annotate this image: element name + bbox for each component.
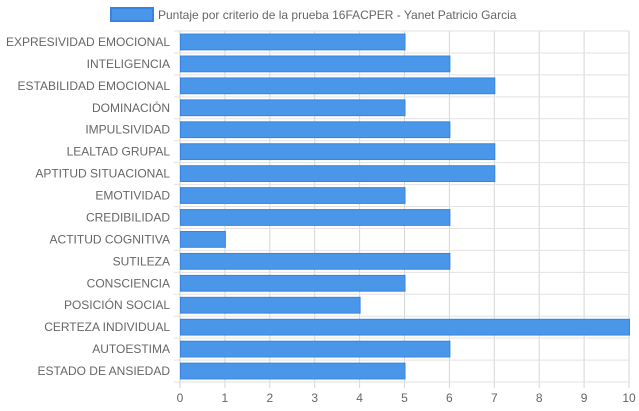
x-tick-label: 5 bbox=[401, 391, 408, 405]
category-label: LEALTAD GRUPAL bbox=[67, 145, 171, 159]
bar[interactable] bbox=[180, 33, 406, 51]
category-label: INTELIGENCIA bbox=[87, 57, 170, 71]
bar[interactable] bbox=[180, 165, 496, 182]
x-tick-label: 6 bbox=[446, 391, 453, 405]
bar[interactable] bbox=[180, 143, 496, 161]
bar[interactable] bbox=[180, 209, 451, 226]
bar[interactable] bbox=[180, 296, 361, 314]
x-tick-label: 0 bbox=[177, 391, 184, 405]
x-tick-label: 3 bbox=[311, 391, 318, 405]
legend-label: Puntaje por criterio de la prueba 16FACP… bbox=[158, 8, 517, 22]
x-tick-label: 4 bbox=[356, 391, 363, 405]
legend[interactable]: Puntaje por criterio de la prueba 16FACP… bbox=[110, 7, 517, 22]
x-tick-label: 2 bbox=[266, 391, 273, 405]
bar[interactable] bbox=[180, 318, 630, 336]
bar[interactable] bbox=[180, 121, 451, 139]
category-label: SUTILEZA bbox=[113, 254, 170, 268]
bar[interactable] bbox=[180, 252, 451, 270]
y-axis-labels: EXPRESIVIDAD EMOCIONAL INTELIGENCIA ESTABI… bbox=[6, 35, 170, 378]
category-label: ACTITUD COGNITIVA bbox=[50, 232, 170, 246]
category-label: EMOTIVIDAD bbox=[95, 189, 170, 203]
bar[interactable] bbox=[180, 187, 406, 204]
x-tick-label: 8 bbox=[536, 391, 543, 405]
category-label: AUTOESTIMA bbox=[92, 342, 170, 356]
category-label: APTITUD SITUACIONAL bbox=[35, 167, 170, 181]
x-tick-label: 1 bbox=[222, 391, 229, 405]
x-tick-label: 10 bbox=[622, 391, 636, 405]
bar[interactable] bbox=[180, 231, 226, 248]
bar[interactable] bbox=[180, 340, 451, 358]
bar[interactable] bbox=[180, 99, 406, 117]
category-label: POSICIÓN SOCIAL bbox=[64, 297, 170, 312]
x-tick-label: 7 bbox=[491, 391, 498, 405]
category-label: CREDIBILIDAD bbox=[86, 210, 170, 224]
category-label: IMPULSIVIDAD bbox=[85, 123, 170, 137]
category-label: ESTABILIDAD EMOCIONAL bbox=[18, 79, 171, 93]
bar[interactable] bbox=[180, 362, 406, 380]
category-label: CONSCIENCIA bbox=[87, 276, 170, 290]
category-label: DOMINACIÓN bbox=[92, 100, 170, 115]
legend-swatch bbox=[110, 7, 154, 22]
x-tick-label: 9 bbox=[581, 391, 588, 405]
category-label: EXPRESIVIDAD EMOCIONAL bbox=[6, 35, 170, 49]
category-label: CERTEZA INDIVIDUAL bbox=[44, 320, 170, 334]
bar[interactable] bbox=[180, 77, 496, 95]
bar[interactable] bbox=[180, 274, 406, 292]
x-axis-labels: 0 1 2 3 4 5 6 7 8 9 10 bbox=[177, 391, 636, 405]
bars bbox=[180, 33, 630, 380]
category-label: ESTADO DE ANSIEDAD bbox=[38, 364, 171, 378]
bar[interactable] bbox=[180, 55, 451, 73]
